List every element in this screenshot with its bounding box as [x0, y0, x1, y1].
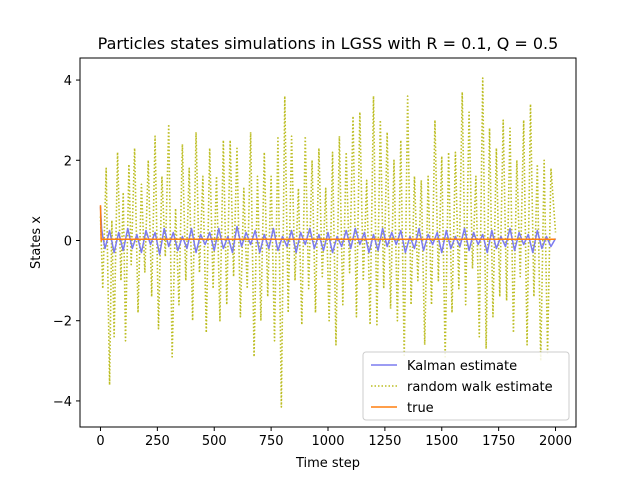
legend-box	[362, 351, 570, 421]
legend-label: Kalman estimate	[407, 359, 517, 374]
y-tick-label: 2	[64, 154, 72, 169]
x-tick-label: 1750	[482, 434, 515, 449]
series-line-kalman-estimate	[99, 206, 557, 256]
x-tick-label: 750	[259, 434, 284, 449]
x-tick-label: 1250	[368, 434, 401, 449]
legend-label: random walk estimate	[407, 380, 553, 395]
y-tick-label: −2	[53, 315, 72, 330]
x-tick-label: 0	[96, 434, 104, 449]
x-tick-label: 1000	[311, 434, 344, 449]
x-tick-label: 2000	[539, 434, 572, 449]
y-tick-label: 4	[64, 74, 72, 89]
series-line-random-walk-estimate	[99, 77, 557, 408]
legend-label: true	[407, 401, 434, 416]
axis-ticks: 0 250 500 750 1000 1250 1500 1750 2000 −4 −2 0 2 4	[53, 74, 572, 449]
x-tick-label: 1500	[425, 434, 458, 449]
chart-title: Particles states simulations in LGSS wit…	[98, 34, 559, 53]
x-tick-label: 500	[202, 434, 227, 449]
chart-legend: Kalman estimate random walk estimate true	[362, 351, 570, 421]
series-line-true	[99, 205, 556, 242]
y-axis-label: States x	[29, 216, 44, 269]
y-tick-label: 0	[64, 234, 72, 249]
x-tick-label: 250	[145, 434, 170, 449]
y-tick-label: −4	[53, 395, 72, 410]
x-axis-label: Time step	[295, 456, 360, 471]
